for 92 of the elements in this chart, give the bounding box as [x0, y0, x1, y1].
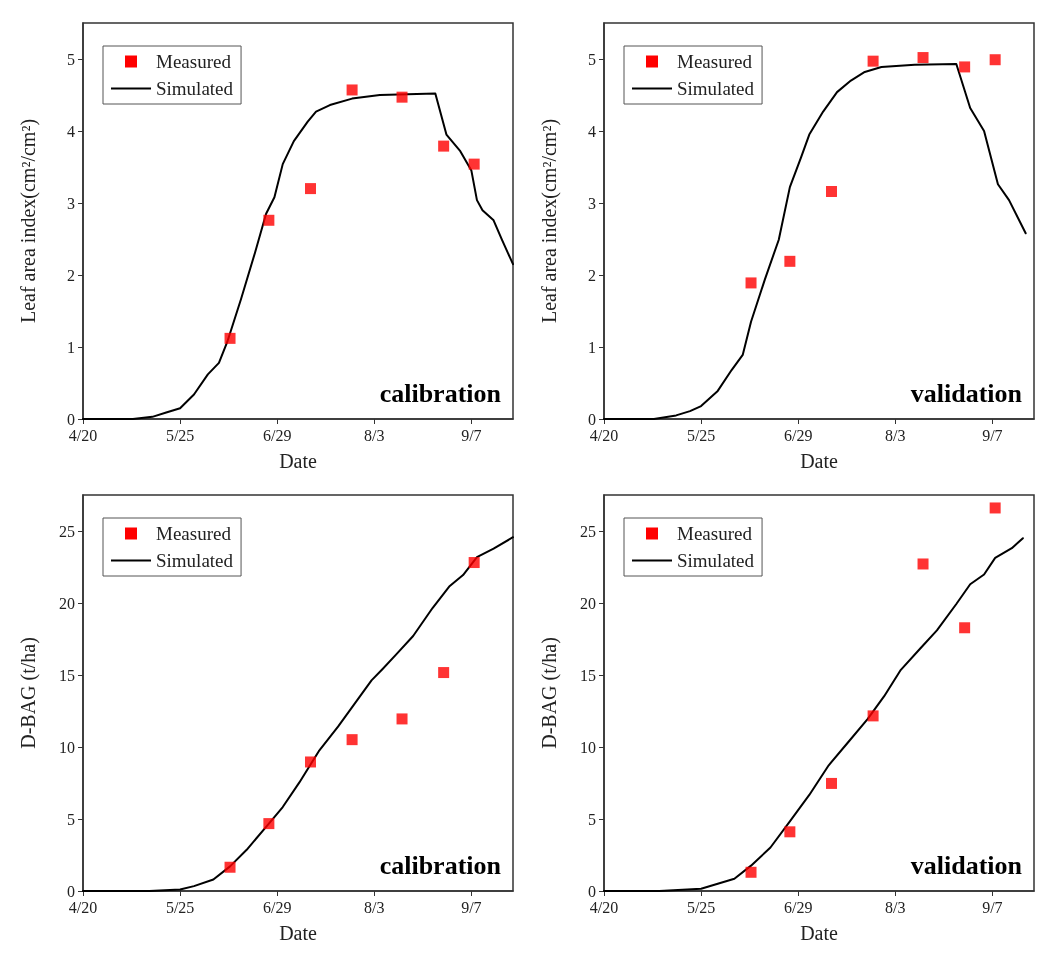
legend-label: Simulated — [677, 78, 755, 99]
legend-label: Simulated — [156, 78, 234, 99]
x-axis-title: Date — [279, 450, 317, 472]
point — [867, 710, 879, 722]
legend-label: Measured — [156, 51, 232, 72]
annotation: validation — [910, 378, 1023, 408]
x-tick-label: 6/29 — [262, 426, 292, 444]
legend-label: Simulated — [156, 550, 234, 571]
y-tick-label: 0 — [67, 882, 75, 900]
x-axis-title: Date — [800, 922, 838, 944]
point — [346, 734, 358, 746]
y-tick-label: 4 — [67, 122, 75, 140]
x-tick-label: 4/20 — [68, 426, 98, 444]
y-tick-label: 5 — [67, 810, 75, 828]
x-tick-label: 8/3 — [364, 898, 385, 916]
y-tick-label: 1 — [67, 338, 75, 356]
point — [917, 52, 929, 64]
point — [989, 54, 1001, 66]
x-tick-label: 8/3 — [885, 426, 906, 444]
point — [989, 502, 1001, 514]
point — [745, 866, 757, 878]
y-tick-label: 25 — [59, 522, 75, 540]
point — [304, 183, 316, 195]
x-tick-label: 6/29 — [783, 898, 813, 916]
point — [263, 214, 275, 226]
point — [468, 158, 480, 170]
y-tick-label: 15 — [59, 666, 75, 684]
x-tick-label: 5/25 — [686, 898, 716, 916]
y-tick-label: 3 — [588, 194, 596, 212]
point — [304, 756, 316, 768]
point — [745, 277, 757, 289]
x-tick-label: 9/7 — [461, 426, 482, 444]
y-tick-label: 4 — [588, 122, 596, 140]
point — [438, 667, 450, 679]
y-tick-label: 3 — [67, 194, 75, 212]
point — [784, 255, 796, 267]
point — [263, 818, 275, 830]
point — [784, 826, 796, 838]
x-tick-label: 9/7 — [982, 898, 1003, 916]
y-tick-label: 10 — [59, 738, 75, 756]
y-tick-label: 5 — [588, 810, 596, 828]
y-tick-label: 0 — [588, 410, 596, 428]
point — [825, 185, 837, 197]
y-axis-title: D-BAG (t/ha) — [17, 637, 40, 749]
annotation: calibration — [379, 378, 502, 408]
x-tick-label: 5/25 — [686, 426, 716, 444]
x-tick-label: 4/20 — [589, 898, 619, 916]
x-tick-label: 5/25 — [165, 898, 195, 916]
y-axis-title: D-BAG (t/ha) — [538, 637, 561, 749]
y-tick-label: 2 — [67, 266, 75, 284]
y-tick-label: 20 — [59, 594, 75, 612]
annotation: calibration — [379, 850, 502, 880]
legend-label: Measured — [156, 523, 232, 544]
legend-label: Measured — [677, 51, 753, 72]
y-tick-label: 5 — [67, 50, 75, 68]
x-tick-label: 9/7 — [461, 898, 482, 916]
x-tick-label: 5/25 — [165, 426, 195, 444]
y-tick-label: 1 — [588, 338, 596, 356]
legend-label: Simulated — [677, 550, 755, 571]
point — [959, 622, 971, 634]
x-tick-label: 4/20 — [589, 426, 619, 444]
x-tick-label: 4/20 — [68, 898, 98, 916]
y-tick-label: 15 — [580, 666, 596, 684]
y-axis-title: Leaf area index(cm²/cm²) — [538, 118, 561, 324]
x-tick-label: 8/3 — [364, 426, 385, 444]
annotation: validation — [910, 850, 1023, 880]
y-tick-label: 20 — [580, 594, 596, 612]
x-axis-title: Date — [800, 450, 838, 472]
y-tick-label: 0 — [588, 882, 596, 900]
point — [825, 777, 837, 789]
y-tick-label: 25 — [580, 522, 596, 540]
point — [438, 140, 450, 152]
point — [867, 55, 879, 67]
point — [917, 558, 929, 570]
point — [396, 91, 408, 103]
x-axis-title: Date — [279, 922, 317, 944]
x-tick-label: 6/29 — [262, 898, 292, 916]
y-tick-label: 0 — [67, 410, 75, 428]
point — [468, 557, 480, 569]
y-tick-label: 5 — [588, 50, 596, 68]
point — [224, 861, 236, 873]
point — [346, 84, 358, 96]
y-tick-label: 2 — [588, 266, 596, 284]
y-axis-title: Leaf area index(cm²/cm²) — [17, 118, 40, 324]
x-tick-label: 8/3 — [885, 898, 906, 916]
point — [224, 332, 236, 344]
x-tick-label: 9/7 — [982, 426, 1003, 444]
point — [959, 61, 971, 73]
point — [396, 713, 408, 725]
y-tick-label: 10 — [580, 738, 596, 756]
legend-label: Measured — [677, 523, 753, 544]
x-tick-label: 6/29 — [783, 426, 813, 444]
